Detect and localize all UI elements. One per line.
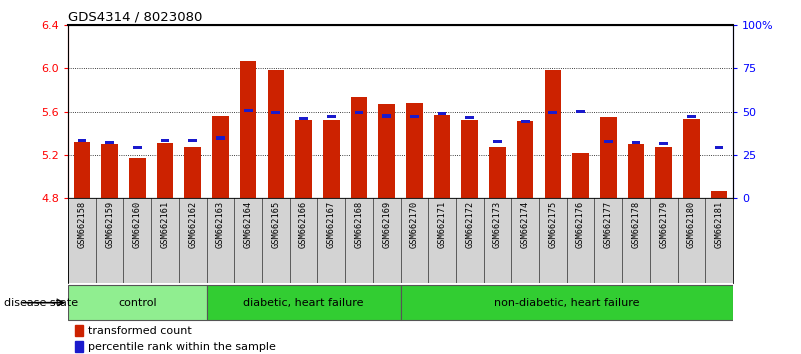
Bar (434, 115, 450, 198)
Bar (545, 70, 562, 198)
Bar (133, 145, 142, 149)
Bar (105, 141, 114, 144)
Text: GSM662175: GSM662175 (549, 201, 557, 248)
Bar (631, 141, 640, 144)
Bar (628, 144, 644, 198)
Bar (296, 120, 312, 198)
Text: GSM662181: GSM662181 (714, 201, 723, 248)
Bar (710, 191, 727, 198)
Text: GSM662179: GSM662179 (659, 201, 668, 248)
Bar (74, 325, 83, 336)
Bar (101, 144, 118, 198)
Text: GDS4314 / 8023080: GDS4314 / 8023080 (68, 11, 203, 24)
Bar (687, 115, 696, 118)
Text: GSM662158: GSM662158 (78, 201, 87, 248)
Text: GSM662180: GSM662180 (687, 201, 696, 248)
Bar (489, 147, 505, 198)
Text: GSM662167: GSM662167 (327, 201, 336, 248)
Text: GSM662161: GSM662161 (160, 201, 170, 248)
Bar (74, 142, 91, 198)
Text: GSM662163: GSM662163 (216, 201, 225, 248)
Bar (244, 109, 252, 112)
Text: non-diabetic, heart failure: non-diabetic, heart failure (494, 298, 639, 308)
Bar (600, 117, 617, 198)
Bar (188, 138, 197, 142)
Text: GSM662164: GSM662164 (244, 201, 252, 248)
Bar (355, 111, 364, 114)
Bar (576, 110, 585, 113)
Bar (572, 153, 589, 198)
Text: GSM662176: GSM662176 (576, 201, 585, 248)
Bar (378, 104, 395, 198)
Text: GSM662168: GSM662168 (355, 201, 364, 248)
Bar (400, 285, 733, 320)
Text: GSM662173: GSM662173 (493, 201, 502, 248)
Bar (521, 120, 529, 123)
Bar (239, 61, 256, 198)
Text: GSM662166: GSM662166 (299, 201, 308, 248)
Bar (465, 116, 474, 119)
Bar (323, 120, 340, 198)
Bar (410, 115, 419, 118)
Bar (207, 285, 400, 320)
Text: GSM662178: GSM662178 (631, 201, 641, 248)
Bar (216, 136, 225, 140)
Bar (437, 112, 446, 115)
Bar (683, 119, 700, 198)
Text: GSM662159: GSM662159 (105, 201, 114, 248)
Bar (157, 143, 173, 198)
Bar (212, 116, 229, 198)
Bar (659, 142, 668, 145)
Bar (461, 120, 478, 198)
Bar (351, 97, 367, 198)
Bar (549, 111, 557, 114)
Bar (268, 70, 284, 198)
Text: GSM662165: GSM662165 (272, 201, 280, 248)
Bar (78, 138, 87, 142)
Bar (299, 117, 308, 120)
Text: control: control (118, 298, 157, 308)
Text: diabetic, heart failure: diabetic, heart failure (244, 298, 364, 308)
Bar (129, 158, 146, 198)
Bar (493, 139, 502, 143)
Bar (517, 121, 533, 198)
Bar (327, 115, 336, 118)
Text: GSM662177: GSM662177 (604, 201, 613, 248)
Text: GSM662172: GSM662172 (465, 201, 474, 248)
Text: GSM662162: GSM662162 (188, 201, 197, 248)
Bar (68, 285, 207, 320)
Bar (604, 139, 613, 143)
Bar (272, 111, 280, 114)
Bar (406, 103, 423, 198)
Text: GSM662169: GSM662169 (382, 201, 391, 248)
Text: transformed count: transformed count (88, 326, 191, 336)
Text: GSM662160: GSM662160 (133, 201, 142, 248)
Bar (714, 145, 723, 149)
Text: disease state: disease state (4, 298, 78, 308)
Bar (74, 341, 83, 353)
Bar (655, 147, 672, 198)
Bar (184, 147, 201, 198)
Bar (382, 114, 391, 118)
Bar (161, 138, 170, 142)
Text: GSM662174: GSM662174 (521, 201, 529, 248)
Text: GSM662170: GSM662170 (410, 201, 419, 248)
Text: GSM662171: GSM662171 (437, 201, 446, 248)
Text: percentile rank within the sample: percentile rank within the sample (88, 342, 276, 352)
